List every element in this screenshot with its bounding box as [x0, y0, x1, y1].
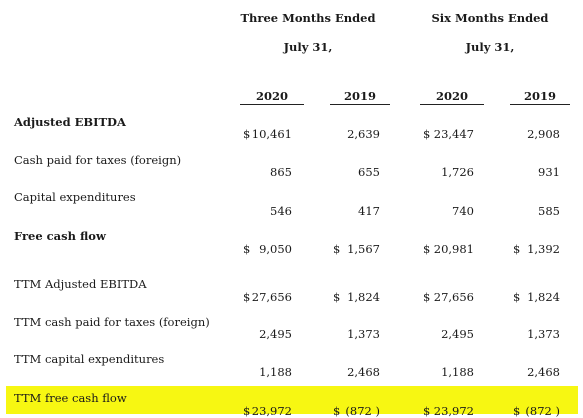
cell-2019-six: 1,392: [527, 242, 560, 256]
row-label: TTM capital expenditures: [14, 352, 165, 366]
cell-2020-three: 10,461: [251, 127, 292, 141]
six-months-subheader: July 31,: [465, 40, 515, 54]
currency-symbol: $: [333, 404, 341, 418]
currency-symbol: $: [243, 127, 251, 141]
row-label: Cash paid for taxes (foreign): [14, 153, 182, 167]
cell-2019-six: 1,373: [527, 327, 560, 341]
col-header-2020-three: 2020: [255, 89, 288, 103]
currency-symbol: $: [513, 404, 521, 418]
row-label: Free cash flow: [14, 229, 106, 243]
cell-2019-three: 2,639: [347, 127, 380, 141]
cell-2020-six: 23,972: [433, 404, 474, 418]
cell-2019-six: 2,468: [527, 365, 560, 379]
header-rule-3: [420, 104, 484, 105]
cell-2020-six: 1,726: [441, 165, 474, 179]
cell-2020-three: 1,188: [259, 365, 292, 379]
cell-2019-three: 1,567: [347, 242, 380, 256]
cell-2019-six: 931: [538, 165, 560, 179]
currency-symbol: $: [513, 242, 521, 256]
three-months-header: Three Months Ended: [240, 11, 376, 25]
cell-2019-six: 1,824: [527, 290, 560, 304]
cell-2020-three: 2,495: [259, 327, 292, 341]
cell-2019-six: (872 ): [525, 404, 560, 418]
currency-symbol: $: [333, 290, 341, 304]
cell-2019-six: 585: [538, 204, 560, 218]
currency-symbol: $: [423, 404, 431, 418]
cell-2019-three: 1,824: [347, 290, 380, 304]
currency-symbol: $: [333, 242, 341, 256]
row-label: TTM Adjusted EBITDA: [14, 277, 147, 291]
currency-symbol: $: [513, 290, 521, 304]
currency-symbol: $: [423, 290, 431, 304]
cell-2020-six: 23,447: [433, 127, 474, 141]
cell-2020-six: 1,188: [441, 365, 474, 379]
header-rule-4: [510, 104, 570, 105]
cell-2020-six: 27,656: [433, 290, 474, 304]
cell-2019-three: 655: [358, 165, 380, 179]
cell-2020-six: 20,981: [433, 242, 474, 256]
cell-2019-three: (872 ): [345, 404, 380, 418]
cell-2020-three: 865: [270, 165, 292, 179]
six-months-header: Six Months Ended: [431, 11, 549, 25]
currency-symbol: $: [423, 242, 431, 256]
three-months-subheader: July 31,: [283, 40, 333, 54]
currency-symbol: $: [243, 290, 251, 304]
row-label: Capital expenditures: [14, 190, 136, 204]
highlight-band: [6, 386, 578, 414]
currency-symbol: $: [243, 242, 251, 256]
cell-2020-three: 27,656: [251, 290, 292, 304]
col-header-2019-three: 2019: [343, 89, 376, 103]
col-header-2019-six: 2019: [523, 89, 556, 103]
row-label: Adjusted EBITDA: [14, 115, 126, 129]
cell-2019-six: 2,908: [527, 127, 560, 141]
col-header-2020-six: 2020: [435, 89, 468, 103]
cell-2020-six: 740: [452, 204, 474, 218]
cell-2020-six: 2,495: [441, 327, 474, 341]
header-rule-2: [330, 104, 390, 105]
cell-2020-three: 546: [270, 204, 292, 218]
cell-2020-three: 9,050: [259, 242, 292, 256]
header-rule-1: [240, 104, 304, 105]
row-label: TTM cash paid for taxes (foreign): [14, 315, 210, 329]
cell-2019-three: 417: [358, 204, 380, 218]
cell-2020-three: 23,972: [251, 404, 292, 418]
currency-symbol: $: [243, 404, 251, 418]
row-label: TTM free cash flow: [14, 391, 127, 405]
currency-symbol: $: [423, 127, 431, 141]
cell-2019-three: 2,468: [347, 365, 380, 379]
cell-2019-three: 1,373: [347, 327, 380, 341]
